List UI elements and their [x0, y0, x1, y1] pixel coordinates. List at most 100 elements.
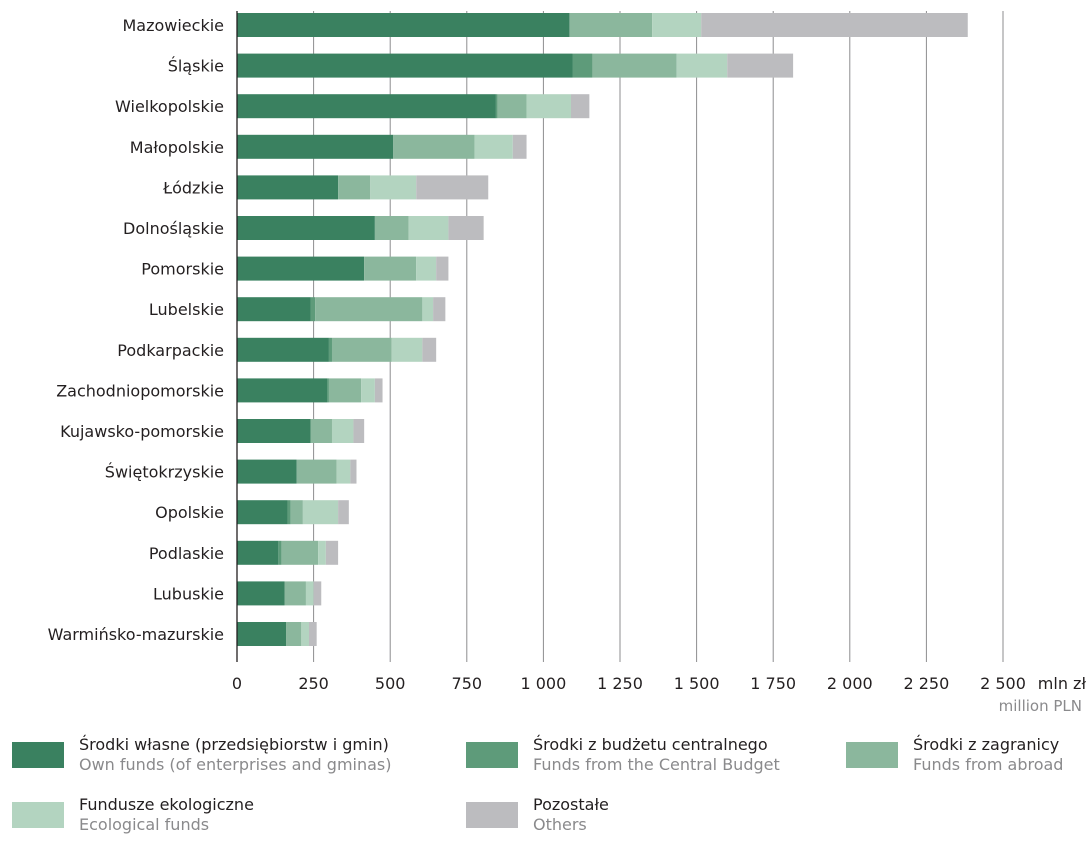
- category-label: Zachodniopomorskie: [56, 381, 224, 400]
- legend-label: Pozostałe: [533, 795, 609, 814]
- bar-segment: [338, 175, 371, 200]
- legend-swatch-ecological: [12, 802, 64, 828]
- bar-segment: [237, 134, 394, 159]
- x-tick-label: 2 250: [903, 674, 949, 693]
- bar-segment: [284, 581, 306, 606]
- bar-segment: [364, 256, 417, 281]
- legend-label: Środki z budżetu centralnego: [533, 735, 768, 754]
- bar-segment: [237, 459, 297, 484]
- bar-segment: [237, 94, 496, 119]
- category-label: Łódzkie: [162, 178, 224, 197]
- legend-label: Fundusze ekologiczne: [79, 795, 254, 814]
- bar-segment: [374, 378, 383, 403]
- bar-segment: [408, 216, 449, 240]
- bar-segment: [350, 459, 357, 484]
- bar-segment: [572, 53, 593, 78]
- bar-segment: [296, 459, 337, 484]
- legend-item-others: Pozostałe Others: [466, 795, 609, 835]
- legend-swatch-others: [466, 802, 518, 828]
- x-tick-label: 250: [298, 674, 329, 693]
- legend-swatch-central-budget: [466, 742, 518, 768]
- bar-segment: [436, 256, 449, 281]
- bar-segment: [701, 13, 968, 37]
- x-tick-label: 2 500: [980, 674, 1026, 693]
- bar-segment: [331, 337, 392, 362]
- category-label: Podkarpackie: [117, 341, 224, 360]
- legend-label-en: Ecological funds: [79, 815, 210, 834]
- chart-svg: Mazowieckie Śląskie Wielkopolskie Małopolsk…: [48, 11, 1087, 715]
- bar-segment: [328, 378, 362, 403]
- category-label: Dolnośląskie: [123, 219, 224, 238]
- bar-segment: [278, 540, 282, 565]
- bar-segment: [281, 540, 319, 565]
- legend-label-en: Funds from abroad: [913, 755, 1064, 774]
- bar-segment: [416, 256, 437, 281]
- legend-item-abroad: Środki z zagranicy Funds from abroad: [846, 735, 1063, 775]
- legend-item-own-funds: Środki własne (przedsiębiorstw i gmin) O…: [12, 735, 392, 775]
- x-tick-label: 2 000: [827, 674, 873, 693]
- bar-segment: [237, 216, 375, 240]
- bar-segment: [422, 337, 437, 362]
- bar-segment: [237, 256, 365, 281]
- chart-legend: Środki własne (przedsiębiorstw i gmin) O…: [0, 735, 1087, 842]
- bar-segment: [393, 134, 475, 159]
- category-label: Warmińsko-mazurskie: [48, 625, 224, 644]
- bar-segment: [290, 500, 303, 525]
- bar-segment: [237, 337, 329, 362]
- category-label: Podlaskie: [149, 544, 224, 563]
- category-label: Opolskie: [155, 503, 224, 522]
- bar-segment: [237, 175, 339, 200]
- bar-segment: [287, 500, 291, 525]
- bar-segment: [237, 378, 328, 403]
- bar-segment: [652, 13, 702, 37]
- bar-segment: [391, 337, 423, 362]
- x-tick-label: 500: [375, 674, 406, 693]
- legend-item-central-budget: Środki z budżetu centralnego Funds from …: [466, 735, 780, 775]
- bar-segment: [310, 297, 316, 322]
- bar-segment: [318, 540, 326, 565]
- bar-segment: [433, 297, 446, 322]
- bar-segment: [237, 53, 573, 78]
- bar-segment: [416, 175, 489, 200]
- bar-segment: [301, 622, 310, 646]
- category-label: Mazowieckie: [122, 16, 224, 35]
- bar-segment: [374, 216, 409, 240]
- stacked-bar-chart: Mazowieckie Śląskie Wielkopolskie Małopolsk…: [48, 11, 1087, 715]
- bar-segment: [338, 500, 349, 525]
- bar-segment: [310, 419, 332, 443]
- category-label: Wielkopolskie: [115, 97, 224, 116]
- bar-segment: [676, 53, 728, 78]
- bar-segment: [327, 378, 329, 403]
- x-tick-label: 1 000: [520, 674, 566, 693]
- category-label: Małopolskie: [130, 138, 224, 157]
- chart-area: Mazowieckie Śląskie Wielkopolskie Małopolsk…: [48, 11, 1087, 715]
- bar-segment: [370, 175, 417, 200]
- legend-label: Środki z zagranicy: [913, 735, 1060, 754]
- bar-segment: [237, 581, 285, 606]
- category-label: Pomorskie: [141, 260, 224, 279]
- legend-swatch-abroad: [846, 742, 898, 768]
- x-tick-label: 0: [232, 674, 242, 693]
- bar-segment: [325, 540, 339, 565]
- bar-segment: [237, 297, 311, 322]
- bar-segment: [422, 297, 434, 322]
- bar-segment: [237, 419, 311, 443]
- bar-segment: [286, 622, 302, 646]
- x-axis-unit-label-en: million PLN: [999, 697, 1082, 715]
- bar-segment: [448, 216, 484, 240]
- bar-segment: [237, 540, 279, 565]
- bar-segment: [474, 134, 513, 159]
- bar-segment: [336, 459, 351, 484]
- bar-segment: [315, 297, 423, 322]
- x-tick-label: 750: [452, 674, 483, 693]
- category-label: Lubuskie: [153, 584, 224, 603]
- bar-segment: [305, 581, 314, 606]
- bar-segment: [328, 337, 332, 362]
- bar-segment: [592, 53, 677, 78]
- x-axis-unit-label: mln zł: [1038, 674, 1087, 693]
- bar-segment: [302, 500, 339, 525]
- category-label: Kujawsko-pomorskie: [60, 422, 224, 441]
- bar-segment: [331, 419, 354, 443]
- category-label: Śląskie: [168, 57, 224, 76]
- legend-label-en: Own funds (of enterprises and gminas): [79, 755, 392, 774]
